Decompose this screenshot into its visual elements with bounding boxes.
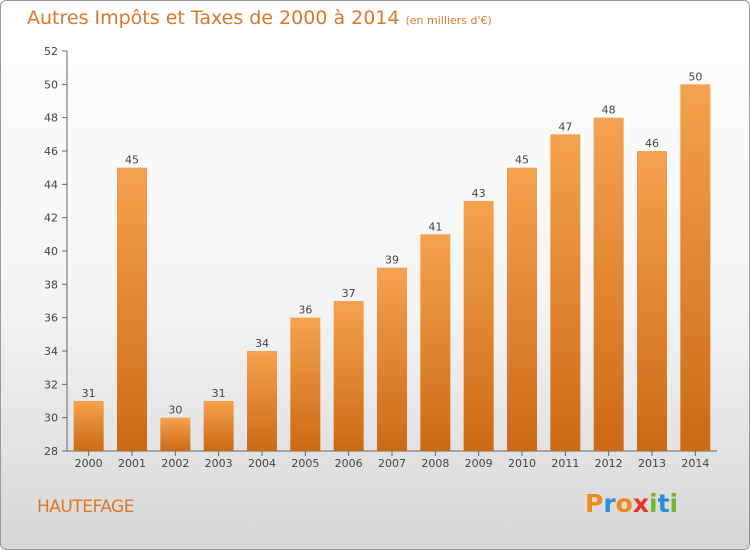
y-tick-label: 30 bbox=[44, 412, 58, 425]
x-tick-label-2008: 2008 bbox=[421, 457, 449, 470]
data-label-2013: 46 bbox=[645, 137, 659, 150]
proxiti-logo[interactable]: Proxiti bbox=[585, 489, 678, 518]
chart-title: Autres Impôts et Taxes de 2000 à 2014 bbox=[27, 7, 400, 29]
data-label-2008: 41 bbox=[428, 220, 442, 233]
y-tick-label: 42 bbox=[44, 212, 58, 225]
logo-letter: o bbox=[615, 489, 633, 518]
x-tick-label-2010: 2010 bbox=[508, 457, 536, 470]
x-tick-label-2001: 2001 bbox=[118, 457, 146, 470]
logo-letter: x bbox=[632, 489, 649, 518]
bars-group bbox=[73, 84, 711, 452]
data-label-2014: 50 bbox=[688, 70, 702, 83]
data-label-2007: 39 bbox=[385, 254, 399, 267]
data-label-2004: 34 bbox=[255, 337, 269, 350]
y-tick-label: 50 bbox=[44, 78, 58, 91]
x-tick-label-2005: 2005 bbox=[291, 457, 319, 470]
y-tick-label: 40 bbox=[44, 245, 58, 258]
bar-2012[interactable] bbox=[593, 117, 624, 452]
commune-name: HAUTEFAGE bbox=[37, 497, 134, 517]
x-tick-label-2013: 2013 bbox=[638, 457, 666, 470]
x-tick-label-2007: 2007 bbox=[378, 457, 406, 470]
y-tick-label: 38 bbox=[44, 278, 58, 291]
x-tick-label-2012: 2012 bbox=[595, 457, 623, 470]
y-tick-label: 52 bbox=[44, 45, 58, 58]
bar-2000[interactable] bbox=[73, 401, 104, 451]
y-tick-label: 34 bbox=[44, 345, 58, 358]
data-label-2009: 43 bbox=[472, 187, 486, 200]
data-label-2001: 45 bbox=[125, 154, 139, 167]
y-tick-label: 28 bbox=[44, 445, 58, 458]
x-ticks-group: 2000 2001 2002 2003 2004 2005 2006 2007 2008 2009… bbox=[75, 451, 709, 470]
title-block: Autres Impôts et Taxes de 2000 à 2014 (en… bbox=[27, 7, 492, 29]
logo-letter: r bbox=[603, 489, 616, 518]
bar-2008[interactable] bbox=[420, 234, 451, 451]
data-label-2000: 31 bbox=[82, 387, 96, 400]
x-tick-label-2004: 2004 bbox=[248, 457, 276, 470]
y-tick-label: 32 bbox=[44, 378, 58, 391]
bar-2006[interactable] bbox=[333, 301, 364, 451]
data-labels-group: 31 45 30 31 34 36 37 39 41 43 45 47 48 46 50 bbox=[82, 70, 703, 416]
bar-2009[interactable] bbox=[463, 201, 494, 451]
data-label-2012: 48 bbox=[602, 104, 616, 117]
bar-2011[interactable] bbox=[550, 134, 581, 452]
logo-letter: P bbox=[585, 489, 604, 518]
bar-2001[interactable] bbox=[117, 167, 147, 451]
y-tick-label: 36 bbox=[44, 312, 58, 325]
logo-letter: t bbox=[657, 489, 670, 518]
data-label-2011: 47 bbox=[558, 120, 572, 133]
data-label-2002: 30 bbox=[168, 404, 182, 417]
y-tick-label: 46 bbox=[44, 145, 58, 158]
data-label-2010: 45 bbox=[515, 154, 529, 167]
x-tick-label-2006: 2006 bbox=[335, 457, 363, 470]
data-label-2005: 36 bbox=[298, 304, 312, 317]
bar-2007[interactable] bbox=[377, 267, 407, 451]
bar-2002[interactable] bbox=[160, 417, 191, 451]
bar-2013[interactable] bbox=[637, 151, 667, 451]
data-label-2006: 37 bbox=[342, 287, 356, 300]
x-tick-label-2003: 2003 bbox=[205, 457, 233, 470]
logo-letter: i bbox=[669, 489, 679, 518]
x-tick-label-2011: 2011 bbox=[551, 457, 579, 470]
x-tick-label-2009: 2009 bbox=[465, 457, 493, 470]
bar-2014[interactable] bbox=[680, 84, 711, 451]
y-tick-label: 48 bbox=[44, 112, 58, 125]
y-ticks-group: 28 30 32 34 36 38 40 42 44 46 48 50 52 bbox=[44, 45, 67, 458]
y-tick-label: 44 bbox=[44, 178, 58, 191]
logo-letter: i bbox=[649, 489, 658, 518]
bar-2004[interactable] bbox=[247, 351, 277, 451]
x-tick-label-2000: 2000 bbox=[75, 457, 103, 470]
bar-2003[interactable] bbox=[203, 401, 234, 451]
bar-2005[interactable] bbox=[290, 317, 321, 451]
data-label-2003: 31 bbox=[212, 387, 226, 400]
x-tick-label-2014: 2014 bbox=[681, 457, 709, 470]
chart-subtitle: (en milliers d'€) bbox=[405, 14, 492, 27]
x-tick-label-2002: 2002 bbox=[161, 457, 189, 470]
bar-2010[interactable] bbox=[507, 167, 537, 451]
